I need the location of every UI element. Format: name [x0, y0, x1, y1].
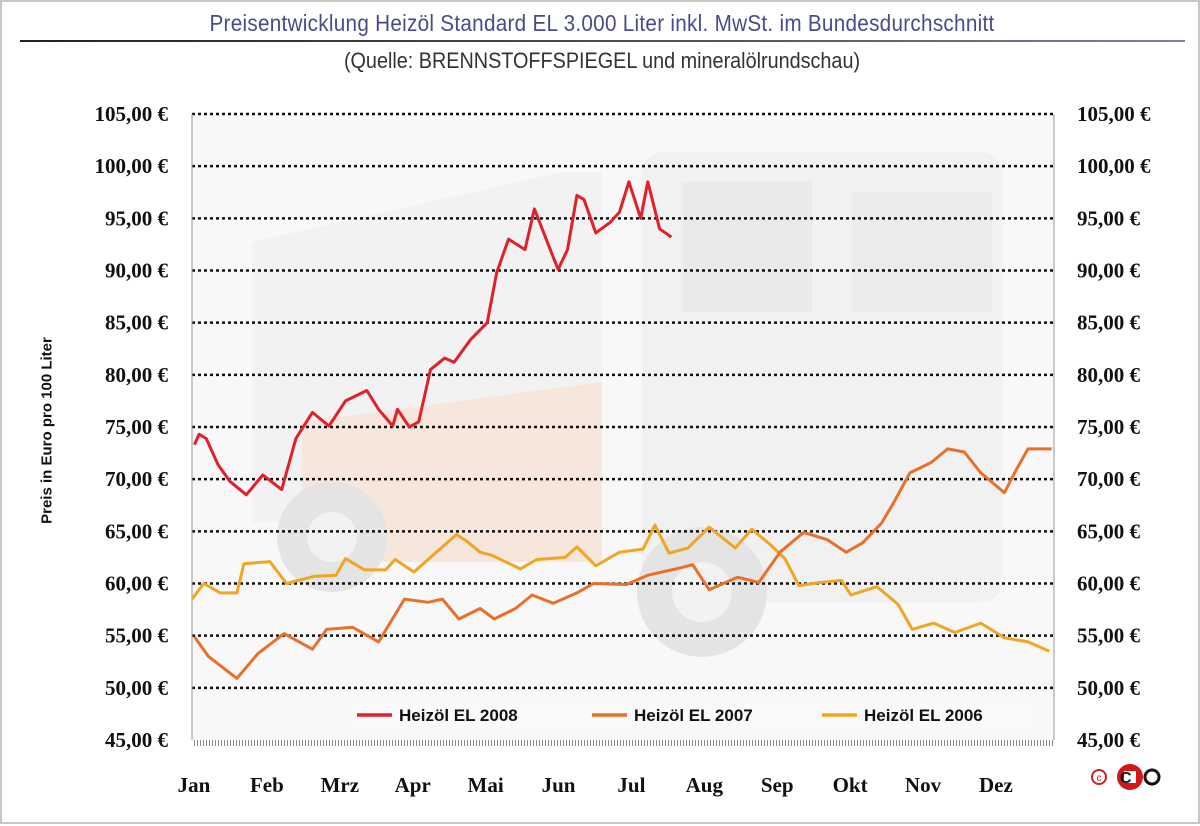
svg-text:C: C	[1120, 770, 1132, 787]
y-tick-label-right: 70,00 €	[1077, 467, 1141, 491]
y-tick-label-right: 85,00 €	[1077, 311, 1141, 335]
y-tick-labels-left: 45,00 € 50,00 € 55,00 € 60,00 € 65,00 € 70,00…	[95, 102, 169, 752]
y-tick-label-right: 55,00 €	[1077, 624, 1141, 648]
y-tick-label-left: 100,00 €	[95, 154, 169, 178]
legend-label: Heizöl EL 2006	[864, 706, 983, 725]
series-lines	[190, 180, 1052, 680]
series-line	[190, 523, 1050, 653]
legend: Heizöl EL 2008 Heizöl EL 2007 Heizöl EL 20…	[347, 700, 1037, 730]
series-line	[193, 180, 673, 497]
y-tick-label-left: 50,00 €	[105, 676, 169, 700]
x-tick-label: Jan	[178, 773, 211, 797]
x-tick-labels: Jan Feb Mrz Apr Mai Jun Jul Aug Sep Okt Nov Dez	[178, 773, 1013, 797]
x-tick-label: Apr	[395, 773, 431, 797]
y-tick-label-left: 55,00 €	[105, 624, 169, 648]
x-tick-label: Mrz	[321, 773, 359, 797]
y-tick-label-left: 90,00 €	[105, 259, 169, 283]
y-tick-labels-right: 45,00 € 50,00 € 55,00 € 60,00 € 65,00 € 70,00…	[1077, 102, 1151, 752]
background-truck-photo	[192, 114, 1054, 740]
x-tick-label: Aug	[686, 773, 724, 797]
legend-background	[347, 700, 1037, 730]
y-tick-label-right: 90,00 €	[1077, 259, 1141, 283]
x-tick-label: Nov	[905, 773, 942, 797]
x-tick-label: Dez	[979, 773, 1013, 797]
y-tick-label-left: 45,00 €	[105, 728, 169, 752]
y-tick-label-right: 65,00 €	[1077, 519, 1141, 543]
y-tick-label-right: 60,00 €	[1077, 572, 1141, 596]
x-tick-label: Okt	[833, 773, 868, 797]
y-tick-label-left: 80,00 €	[105, 363, 169, 387]
y-tick-label-right: 75,00 €	[1077, 415, 1141, 439]
x-tick-label: Feb	[250, 773, 284, 797]
y-tick-label-right: 95,00 €	[1077, 206, 1141, 230]
legend-label: Heizöl EL 2007	[634, 706, 753, 725]
y-tick-label-left: 85,00 €	[105, 311, 169, 335]
series-line	[193, 447, 1052, 680]
y-tick-label-left: 105,00 €	[95, 102, 169, 126]
y-tick-label-left: 70,00 €	[105, 467, 169, 491]
svg-text:c: c	[1097, 773, 1102, 784]
x-tick-label: Jul	[617, 773, 645, 797]
x-tick-label: Mai	[468, 773, 504, 797]
ceto-logo: c C	[1091, 764, 1161, 790]
y-tick-label-left: 95,00 €	[105, 206, 169, 230]
legend-label: Heizöl EL 2008	[399, 706, 518, 725]
chart-subtitle: (Quelle: BRENNSTOFFSPIEGEL und mineralöl…	[343, 48, 861, 73]
x-tick-label: Sep	[761, 773, 794, 797]
y-tick-label-right: 45,00 €	[1077, 728, 1141, 752]
y-tick-label-right: 100,00 €	[1077, 154, 1151, 178]
y-tick-label-right: 50,00 €	[1077, 676, 1141, 700]
y-tick-label-right: 80,00 €	[1077, 363, 1141, 387]
title-divider	[20, 40, 1185, 42]
y-tick-label-right: 105,00 €	[1077, 102, 1151, 126]
chart-title: Preisentwicklung Heizöl Standard EL 3.00…	[209, 10, 995, 36]
x-tick-label: Jun	[542, 773, 576, 797]
y-tick-label-left: 65,00 €	[105, 519, 169, 543]
x-axis-minor-ticks	[192, 740, 1054, 746]
y-tick-label-left: 60,00 €	[105, 572, 169, 596]
y-tick-label-left: 75,00 €	[105, 415, 169, 439]
